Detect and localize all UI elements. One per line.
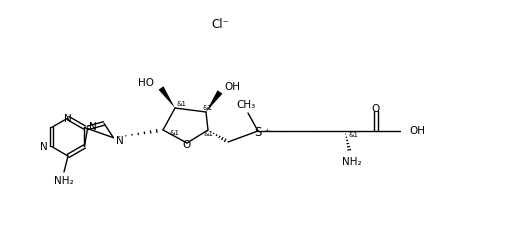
Text: N: N <box>116 136 124 146</box>
Text: N: N <box>64 114 72 124</box>
Text: N: N <box>40 141 47 151</box>
Text: &1: &1 <box>203 105 213 111</box>
Text: HO: HO <box>138 78 154 88</box>
Text: Cl⁻: Cl⁻ <box>211 18 228 32</box>
Text: &1: &1 <box>170 130 180 136</box>
Text: &1: &1 <box>204 131 214 137</box>
Text: S: S <box>254 125 261 139</box>
Text: O: O <box>371 104 379 114</box>
Text: &1: &1 <box>348 132 358 138</box>
Text: &1: &1 <box>177 101 187 107</box>
Text: O: O <box>182 140 191 150</box>
Text: OH: OH <box>224 82 239 92</box>
Text: CH₃: CH₃ <box>236 100 255 110</box>
Text: N: N <box>88 122 96 132</box>
Text: NH₂: NH₂ <box>341 157 361 167</box>
Text: NH₂: NH₂ <box>54 176 74 186</box>
Text: OH: OH <box>408 126 424 136</box>
Polygon shape <box>158 86 175 108</box>
Polygon shape <box>206 90 222 112</box>
Text: ⁺: ⁺ <box>264 128 268 137</box>
